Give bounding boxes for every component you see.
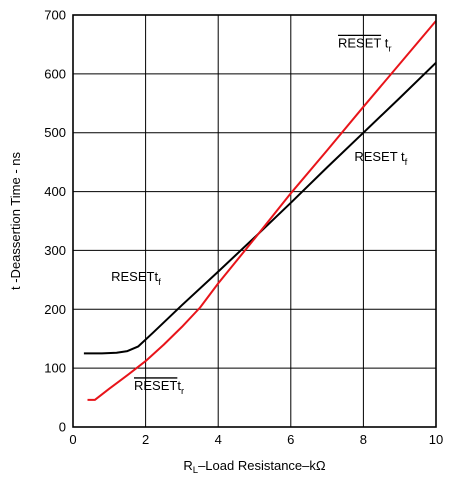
y-tick-label: 500	[44, 125, 66, 140]
annotations: RESET tr RESET tf RESETtf RESETtr	[111, 34, 408, 397]
x-axis-title: RL–Load Resistance–kΩ	[183, 458, 325, 476]
annotation-rising-top: RESET tr	[337, 34, 392, 54]
y-tick-label: 400	[44, 184, 66, 199]
annotation-label: RESET tf	[354, 149, 407, 168]
y-tick-label: 700	[44, 8, 66, 23]
y-tick-label: 300	[44, 243, 66, 258]
y-tick-label: 0	[59, 420, 66, 435]
x-tick-label: 10	[429, 432, 443, 447]
x-tick-label: 2	[142, 432, 149, 447]
plot-frame	[72, 14, 437, 428]
x-tick-label: 8	[360, 432, 367, 447]
series-lines	[83, 20, 437, 401]
y-tick-labels: 0 100 200 300 400 500 600 700	[44, 8, 66, 435]
x-tick-label: 4	[215, 432, 222, 447]
series-line-falling	[83, 61, 437, 355]
y-tick-label: 600	[44, 66, 66, 81]
x-tick-labels: 0 2 4 6 8 10	[69, 432, 443, 447]
grid-lines	[72, 14, 437, 428]
annotation-falling-right: RESET tf	[354, 149, 407, 168]
x-tick-label: 6	[287, 432, 294, 447]
y-tick-label: 100	[44, 361, 66, 376]
series-line-rising	[87, 20, 437, 401]
annotation-rising-bottom: RESETtr	[133, 377, 184, 397]
y-axis-title: t -Deassertion Time - ns	[8, 152, 23, 290]
annotation-falling-left: RESETtf	[111, 269, 161, 288]
annotation-label: RESETtr	[134, 378, 184, 397]
annotation-label: RESET tr	[338, 35, 392, 54]
y-tick-label: 200	[44, 302, 66, 317]
annotation-label: RESETtf	[111, 269, 161, 288]
x-tick-label: 0	[69, 432, 76, 447]
